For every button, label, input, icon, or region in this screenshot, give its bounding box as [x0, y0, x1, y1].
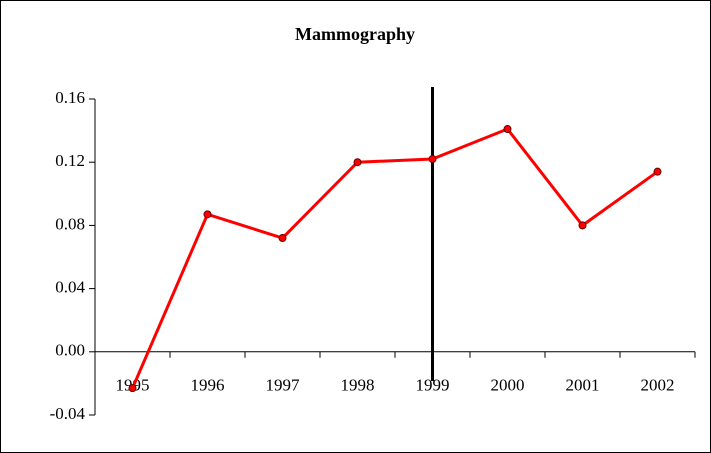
- chart-title: Mammography: [295, 24, 415, 44]
- x-tick-label: 1996: [191, 376, 225, 395]
- point: [278, 234, 287, 243]
- y-tick-label: 0.00: [55, 341, 85, 360]
- point: [128, 384, 137, 393]
- x-tick-label: 2000: [491, 376, 525, 395]
- point: [428, 155, 437, 164]
- x-tick-label: 1999: [416, 376, 450, 395]
- point: [353, 158, 362, 167]
- x-tick-label: 2002: [641, 376, 675, 395]
- x-tick-label: 1998: [341, 376, 375, 395]
- y-tick-label: 0.16: [55, 88, 85, 107]
- point: [503, 125, 512, 134]
- point: [653, 167, 662, 176]
- line: [131, 127, 659, 389]
- x-tick-label: 2001: [566, 376, 600, 395]
- y-tick-label: 0.12: [55, 151, 85, 170]
- y-tick-label: -0.04: [50, 404, 86, 423]
- y-tick-label: 0.08: [55, 214, 85, 233]
- point: [203, 210, 212, 219]
- point: [578, 221, 587, 230]
- y-tick-label: 0.04: [55, 278, 85, 297]
- x-tick-label: 1997: [266, 376, 301, 395]
